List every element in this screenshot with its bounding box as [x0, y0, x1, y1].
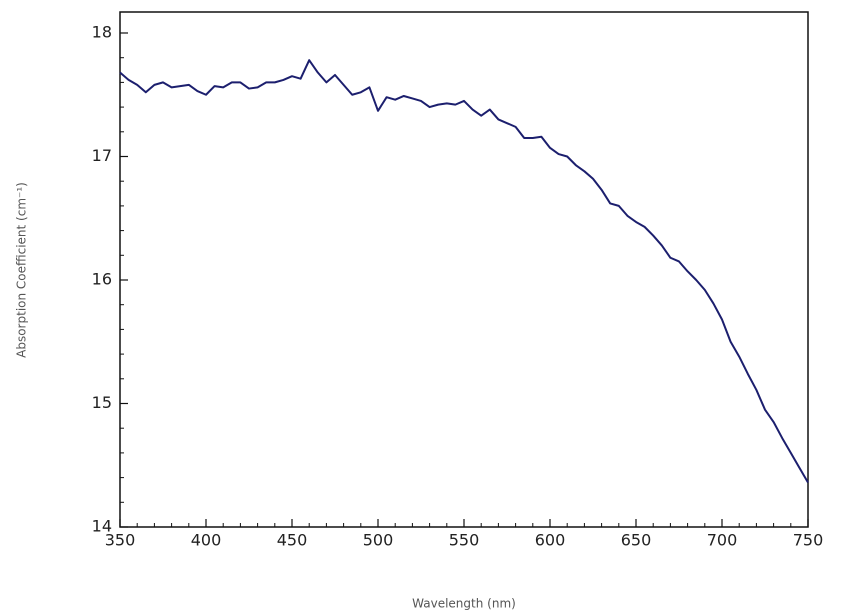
x-tick-label: 500: [363, 531, 394, 550]
y-tick-label: 17: [92, 146, 112, 165]
y-tick-label: 16: [92, 269, 112, 288]
x-tick-label: 550: [449, 531, 480, 550]
data-line: [119, 59, 809, 484]
y-tick-label: 14: [92, 517, 112, 536]
x-tick-label: 600: [535, 531, 566, 550]
y-tick-label: 15: [92, 393, 112, 412]
y-tick-label: 18: [92, 22, 112, 41]
x-tick-label: 650: [621, 531, 652, 550]
plot-frame: [119, 11, 809, 528]
y-axis-label: Absorption Coefficient (cm⁻¹): [15, 182, 29, 358]
x-tick-label: 450: [277, 531, 308, 550]
x-tick-label: 750: [793, 531, 824, 550]
x-tick-label: 350: [105, 531, 136, 550]
x-tick-label: 400: [191, 531, 222, 550]
x-axis-label: Wavelength (nm): [412, 597, 516, 611]
x-tick-label: 700: [707, 531, 738, 550]
